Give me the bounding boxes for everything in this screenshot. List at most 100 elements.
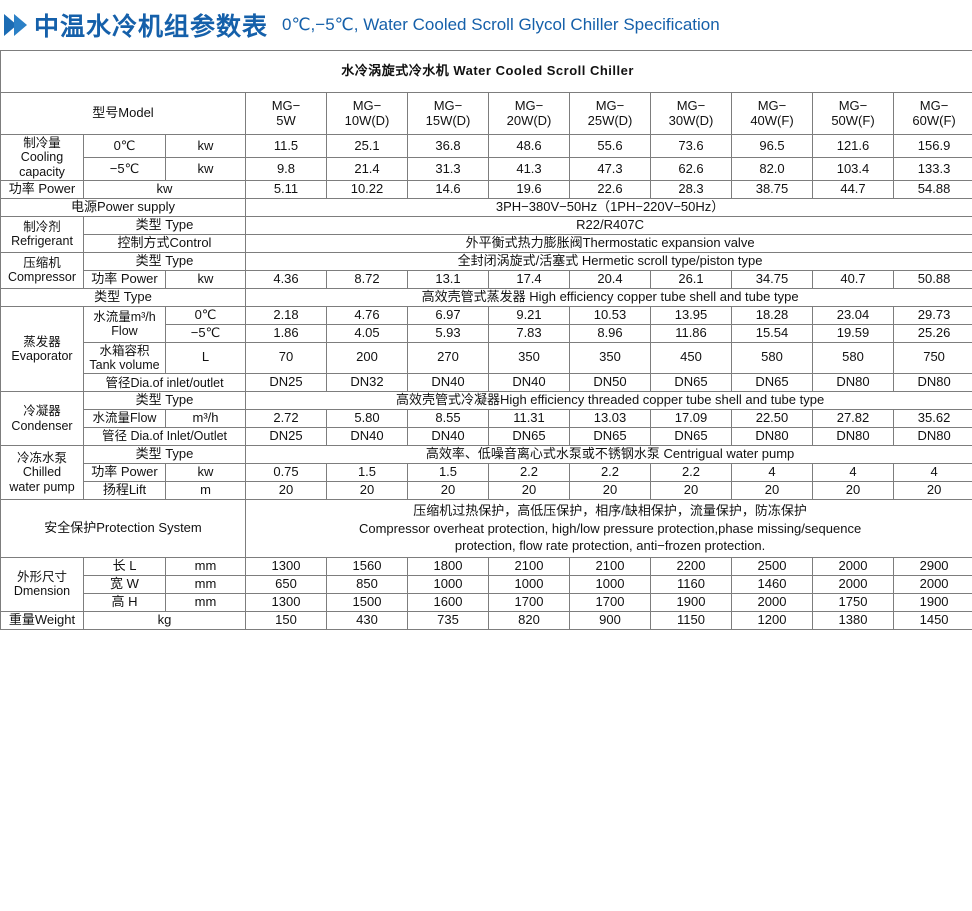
data-cell: 29.73 bbox=[892, 305, 972, 325]
compressor-group: 压缩机 Compressor bbox=[0, 251, 84, 289]
dimension-width-unit: mm bbox=[165, 574, 246, 594]
condenser-type-row: 冷凝器 Condenser 类型 Type 高效壳管式冷凝器High effici… bbox=[0, 391, 972, 447]
data-cell: 48.6 bbox=[488, 133, 570, 159]
data-cell: 2.2 bbox=[569, 463, 651, 482]
model-col-6: MG− 40W(F) bbox=[731, 92, 813, 135]
model-col-5: MG− 30W(D) bbox=[650, 92, 732, 135]
data-cell: 96.5 bbox=[731, 133, 813, 159]
evaporator-flow-0c-row: 蒸发器 Evaporator 水流量m³/h Flow 0℃ 2.18 4.76 6… bbox=[0, 305, 972, 393]
condenser-group: 冷凝器 Condenser bbox=[0, 391, 84, 447]
dimension-group: 外形尺寸 Dmension bbox=[0, 556, 84, 612]
compressor-power-row: 功率 Power kw 4.36 8.72 13.1 17.4 20.4 26.… bbox=[1, 269, 972, 289]
data-cell: 2100 bbox=[569, 556, 651, 576]
data-cell: DN40 bbox=[407, 373, 489, 393]
data-cell: 14.6 bbox=[407, 180, 489, 200]
page-title: 中温水冷机组参数表 bbox=[34, 13, 269, 41]
condenser-flow-row: 水流量Flow m³/h 2.72 5.80 8.55 11.31 13.03 … bbox=[1, 409, 972, 429]
cooling-0c-label: 0℃ bbox=[83, 133, 166, 159]
data-cell: DN32 bbox=[326, 373, 408, 393]
data-cell: 820 bbox=[488, 610, 570, 630]
data-cell: 62.6 bbox=[650, 157, 732, 182]
data-cell: 17.4 bbox=[488, 269, 570, 289]
data-cell: 17.09 bbox=[650, 409, 732, 429]
evaporator-flow-m5c-row: −5℃ 1.86 4.05 5.93 7.83 8.96 11.86 15.54… bbox=[1, 323, 972, 343]
protection-text-cn: 压缩机过热保护，高低压保护，相序/缺相保护，流量保护，防冻保护 bbox=[413, 503, 807, 519]
power-label: 功率 Power bbox=[0, 180, 84, 200]
evaporator-type-label: 类型 Type bbox=[0, 287, 246, 307]
data-cell: 1300 bbox=[245, 556, 327, 576]
model-col-0: MG− 5W bbox=[245, 92, 327, 135]
evaporator-flow-0c-label: 0℃ bbox=[165, 305, 246, 325]
data-cell: 1600 bbox=[407, 592, 489, 612]
data-cell: DN40 bbox=[326, 427, 408, 447]
data-cell: 22.50 bbox=[731, 409, 813, 429]
dimension-width-row: 宽 W mm 650 850 1000 1000 1000 1160 1460 … bbox=[1, 574, 972, 594]
cooling-m5c-label: −5℃ bbox=[83, 157, 166, 182]
data-cell: 11.31 bbox=[488, 409, 570, 429]
compressor-power-label: 功率 Power bbox=[83, 269, 166, 289]
dimension-length-row: 外形尺寸 Dmension 长 L mm 1300 1560 1800 2100 … bbox=[0, 556, 972, 612]
data-cell: 18.28 bbox=[731, 305, 813, 325]
model-col-4: MG− 25W(D) bbox=[569, 92, 651, 135]
data-cell: 2000 bbox=[731, 592, 813, 612]
data-cell: 10.22 bbox=[326, 180, 408, 200]
evaporator-dia-row: 管径Dia.of inlet/outlet DN25 DN32 DN40 DN4… bbox=[1, 373, 972, 393]
data-cell: 1450 bbox=[892, 610, 972, 630]
specification-table: 水冷涡旋式冷水机 Water Cooled Scroll Chiller 型号M… bbox=[0, 50, 972, 630]
data-cell: 450 bbox=[650, 341, 732, 375]
condenser-type-label: 类型 Type bbox=[83, 391, 246, 411]
data-cell: 38.75 bbox=[731, 180, 813, 200]
pump-type-row: 冷冻水泵 Chilled water pump 类型 Type 高效率、低噪音离心式… bbox=[0, 445, 972, 500]
data-cell: 11.86 bbox=[650, 323, 732, 343]
compressor-power-unit: kw bbox=[165, 269, 246, 289]
data-cell: 8.72 bbox=[326, 269, 408, 289]
data-cell: 20 bbox=[892, 480, 972, 500]
page-heading: 中温水冷机组参数表 0℃,−5℃, Water Cooled Scroll Gl… bbox=[0, 0, 972, 50]
data-cell: DN50 bbox=[569, 373, 651, 393]
pump-power-row: 功率 Power kw 0.75 1.5 1.5 2.2 2.2 2.2 4 4… bbox=[1, 463, 972, 482]
protection-value: 压缩机过热保护，高低压保护，相序/缺相保护，流量保护，防冻保护 Compress… bbox=[244, 498, 972, 558]
data-cell: 41.3 bbox=[488, 157, 570, 182]
dimension-height-row: 高 H mm 1300 1500 1600 1700 1700 1900 200… bbox=[1, 592, 972, 612]
cooling-capacity-0c-row: 制冷量 Cooling capacity 0℃ kw 11.5 25.1 36.8 … bbox=[0, 133, 972, 182]
data-cell: 1000 bbox=[569, 574, 651, 594]
data-cell: 20 bbox=[245, 480, 327, 500]
model-col-1: MG− 10W(D) bbox=[326, 92, 408, 135]
data-cell: 25.1 bbox=[326, 133, 408, 159]
dimension-height-label: 高 H bbox=[83, 592, 166, 612]
evaporator-dia-label: 管径Dia.of inlet/outlet bbox=[83, 373, 246, 393]
refrigerant-control-row: 控制方式Control 外平衡式热力膨胀阀Thermostatic expans… bbox=[1, 233, 972, 253]
data-cell: 47.3 bbox=[569, 157, 651, 182]
dimension-width-label: 宽 W bbox=[83, 574, 166, 594]
data-cell: 54.88 bbox=[892, 180, 972, 200]
condenser-flow-unit: m³/h bbox=[165, 409, 246, 429]
data-cell: 8.55 bbox=[407, 409, 489, 429]
data-cell: DN80 bbox=[812, 427, 894, 447]
condenser-type-value: 高效壳管式冷凝器High efficiency threaded copper … bbox=[244, 391, 972, 411]
cooling-capacity-m5c-row: −5℃ kw 9.8 21.4 31.3 41.3 47.3 62.6 82.0… bbox=[1, 157, 972, 182]
data-cell: 19.6 bbox=[488, 180, 570, 200]
data-cell: 34.75 bbox=[731, 269, 813, 289]
weight-unit: kg bbox=[83, 610, 246, 630]
table-banner-row: 水冷涡旋式冷水机 Water Cooled Scroll Chiller bbox=[0, 50, 972, 93]
data-cell: 8.96 bbox=[569, 323, 651, 343]
power-unit: kw bbox=[83, 180, 246, 200]
data-cell: 1460 bbox=[731, 574, 813, 594]
data-cell: DN65 bbox=[650, 373, 732, 393]
data-cell: 2900 bbox=[892, 556, 972, 576]
data-cell: 20 bbox=[407, 480, 489, 500]
protection-label: 安全保护Protection System bbox=[0, 498, 246, 558]
data-cell: 1500 bbox=[326, 592, 408, 612]
cooling-0c-unit: kw bbox=[165, 133, 246, 159]
dimension-height-unit: mm bbox=[165, 592, 246, 612]
data-cell: DN65 bbox=[488, 427, 570, 447]
compressor-type-value: 全封闭涡旋式/活塞式 Hermetic scroll type/piston t… bbox=[244, 251, 972, 271]
model-header-row: 型号Model MG− 5W MG− 10W(D) MG− 15W(D) MG− 20W… bbox=[0, 92, 972, 135]
data-cell: 36.8 bbox=[407, 133, 489, 159]
data-cell: 2.18 bbox=[245, 305, 327, 325]
data-cell: 82.0 bbox=[731, 157, 813, 182]
data-cell: 580 bbox=[812, 341, 894, 375]
dimension-length-unit: mm bbox=[165, 556, 246, 576]
data-cell: 5.93 bbox=[407, 323, 489, 343]
pump-group: 冷冻水泵 Chilled water pump bbox=[0, 445, 84, 500]
